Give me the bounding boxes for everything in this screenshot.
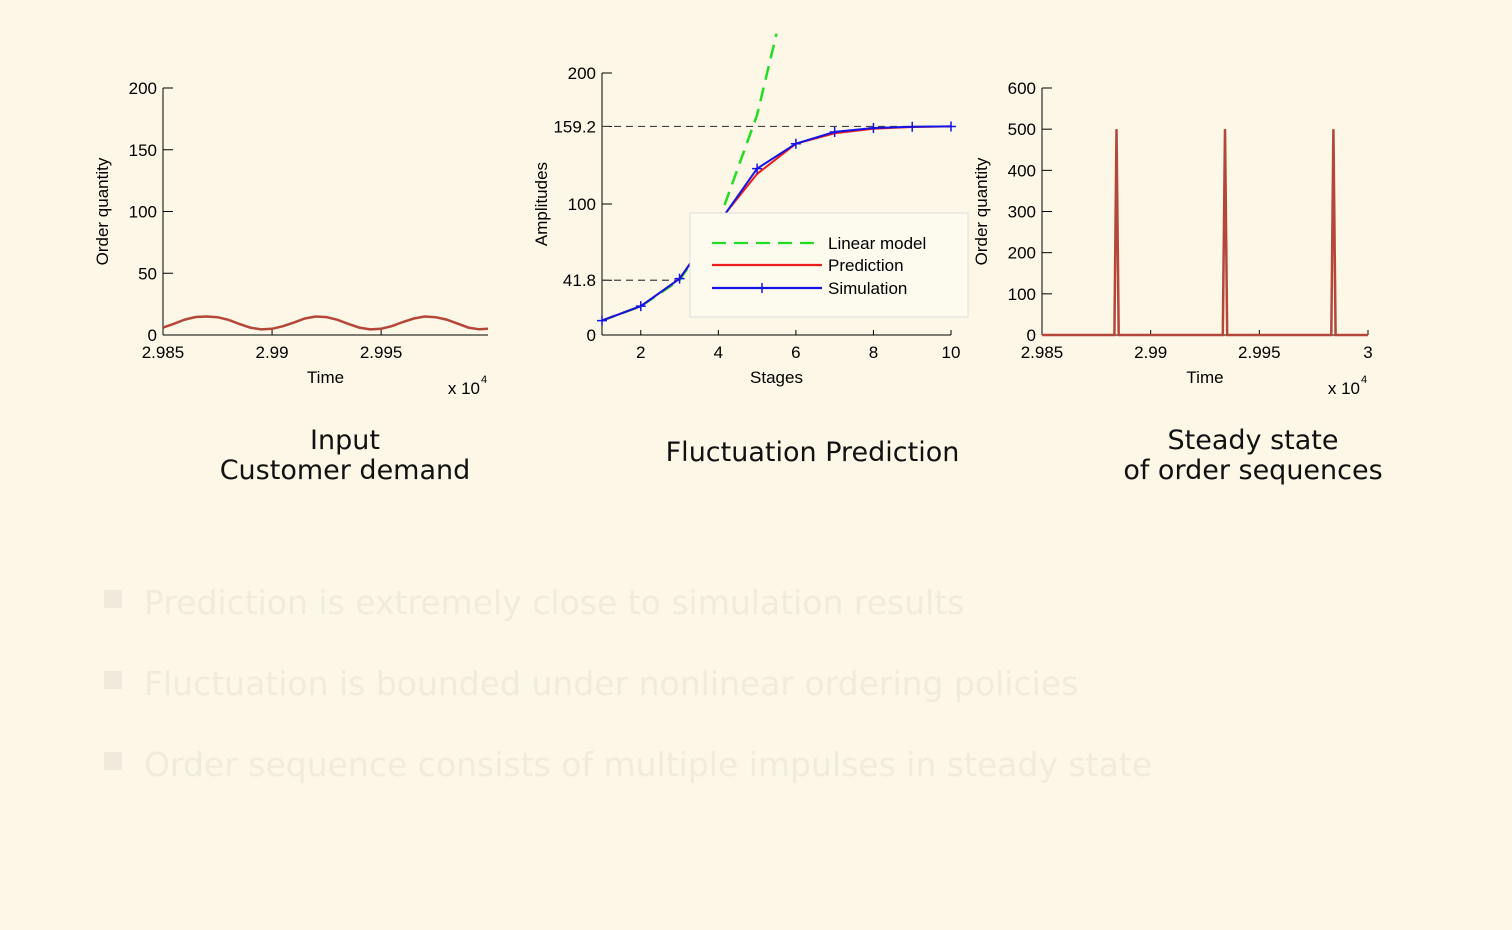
steady-caption: Steady state of order sequences xyxy=(1078,426,1428,486)
simulation-marker xyxy=(635,301,646,312)
steady-state-chart: 0 100 200 300 400 500 600 2.985 2.99 2.995 3 Time Or… xyxy=(972,79,1373,398)
bullet-item: Fluctuation is bounded under nonlinear o… xyxy=(104,664,1078,703)
simulation-marker xyxy=(790,138,801,149)
x-axis-label: Stages xyxy=(750,368,803,387)
simulation-marker xyxy=(829,126,840,137)
y-tick-label: 0 xyxy=(1027,326,1036,345)
y-axis-label: Amplitudes xyxy=(532,162,551,246)
bullet-text: Prediction is extremely close to simulat… xyxy=(144,583,965,622)
y-tick-label: 400 xyxy=(1008,161,1036,180)
y-tick-label: 159.2 xyxy=(553,117,596,136)
y-tick-label: 100 xyxy=(568,195,596,214)
x-tick-label: 2 xyxy=(636,343,645,362)
legend-linear-model-label: Linear model xyxy=(828,234,926,253)
x-tick-label: 6 xyxy=(791,343,800,362)
y-tick-label: 300 xyxy=(1008,203,1036,222)
x-tick-label: 3 xyxy=(1363,343,1372,362)
simulation-marker xyxy=(868,123,879,134)
input-caption-line1: Input xyxy=(310,425,380,456)
bullet-text: Fluctuation is bounded under nonlinear o… xyxy=(144,664,1079,703)
steady-caption-line2: of order sequences xyxy=(1123,455,1383,486)
y-tick-label: 41.8 xyxy=(563,271,596,290)
x-axis-label: Time xyxy=(307,368,344,387)
bullet-item: Order sequence consists of multiple impu… xyxy=(104,745,1152,784)
fluctuation-caption: Fluctuation Prediction xyxy=(620,438,1005,468)
y-tick-label: 200 xyxy=(1008,244,1036,263)
series-line xyxy=(162,315,489,331)
legend-simulation-label: Simulation xyxy=(828,279,907,298)
y-axis-label: Order quantity xyxy=(93,157,112,265)
bullet-text: Order sequence consists of multiple impu… xyxy=(144,745,1153,784)
y-tick-label: 50 xyxy=(138,264,157,283)
y-tick-label: 100 xyxy=(129,203,157,222)
x-tick-label: 4 xyxy=(714,343,723,362)
simulation-marker xyxy=(597,315,607,326)
y-axis-label: Order quantity xyxy=(972,157,991,265)
simulation-line xyxy=(601,125,952,322)
y-tick-label: 0 xyxy=(587,326,596,345)
y-tick-label: 200 xyxy=(129,79,157,98)
bullet-item: Prediction is extremely close to simulat… xyxy=(104,583,964,622)
simulation-marker xyxy=(674,273,685,284)
simulation-marker xyxy=(907,121,918,132)
x-tick-label: 2.99 xyxy=(1134,343,1167,362)
fluctuation-prediction-chart: 0 41.8 100 159.2 200 2 4 6 8 10 Stages Amplitudes Li… xyxy=(532,33,969,387)
x-tick-label: 2.995 xyxy=(360,343,403,362)
square-bullet-icon xyxy=(104,671,122,689)
square-bullet-icon xyxy=(104,590,122,608)
x-tick-label: 2.99 xyxy=(256,343,289,362)
y-tick-label: 0 xyxy=(148,326,157,345)
y-tick-label: 150 xyxy=(129,141,157,160)
x-tick-label: 10 xyxy=(942,343,961,362)
y-tick-label: 600 xyxy=(1008,79,1036,98)
series-line xyxy=(1042,129,1368,337)
square-bullet-icon xyxy=(104,752,122,770)
x-tick-label: 2.985 xyxy=(1021,343,1064,362)
legend-prediction-label: Prediction xyxy=(828,256,904,275)
x-tick-label: 2.995 xyxy=(1238,343,1281,362)
customer-demand-chart: 0 50 100 150 200 2.985 2.99 2.995 Time Order quan… xyxy=(93,79,489,398)
steady-caption-line1: Steady state xyxy=(1167,425,1339,456)
x-multiplier-exponent: 4 xyxy=(481,374,487,386)
x-multiplier-label: x 10 xyxy=(1328,379,1360,398)
simulation-marker xyxy=(752,163,763,174)
x-multiplier-exponent: 4 xyxy=(1361,374,1367,386)
x-tick-label: 2.985 xyxy=(142,343,185,362)
y-tick-label: 100 xyxy=(1008,285,1036,304)
x-axis-label: Time xyxy=(1186,368,1223,387)
simulation-marker xyxy=(946,121,956,132)
x-tick-label: 8 xyxy=(869,343,878,362)
y-tick-label: 200 xyxy=(568,64,596,83)
input-caption-line2: Customer demand xyxy=(219,455,471,486)
legend: Linear model Prediction Simulation xyxy=(689,212,969,318)
fluctuation-caption-text: Fluctuation Prediction xyxy=(665,437,960,468)
input-caption: Input Customer demand xyxy=(170,426,520,486)
x-multiplier-label: x 10 xyxy=(448,379,480,398)
y-tick-label: 500 xyxy=(1008,120,1036,139)
